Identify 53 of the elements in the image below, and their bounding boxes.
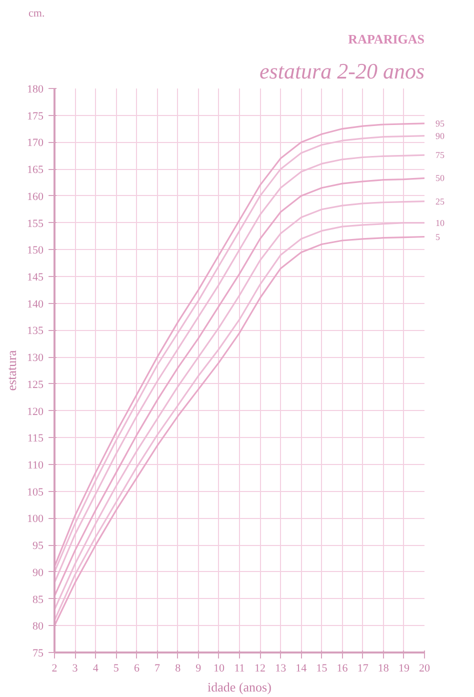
text: cm. [28,8,45,20]
x-tick-label: 15 [316,662,328,674]
y-tick-label: 125 [27,378,44,391]
x-tick-label: 17 [357,662,369,674]
x-tick-label: 13 [275,662,287,674]
y-tick-label: 90 [32,566,44,579]
x-tick-label: 5 [113,662,120,674]
chart-subtitle: RAPARIGAS [348,32,425,46]
x-tick-label: 14 [296,662,308,674]
y-tick-label: 80 [32,620,44,633]
x-tick-label: 18 [378,662,390,674]
y-tick-label: 180 [27,84,44,96]
y-tick-label: 100 [27,513,44,526]
y-tick-label: 160 [27,190,44,203]
series-label: 25 [436,196,445,206]
y-tick-label: 85 [32,594,44,606]
y-tick-label: 95 [32,540,44,552]
x-tick-label: 12 [254,662,266,674]
y-tick-label: 115 [27,432,44,445]
y-tick-label: 130 [27,352,44,364]
x-tick-label: 8 [175,662,182,674]
y-tick-label: 145 [27,272,44,284]
x-tick-label: 16 [336,662,348,674]
series-label: 90 [436,130,445,141]
y-tick-label: 155 [27,218,44,230]
series-label: 10 [436,218,445,228]
x-tick-label: 11 [234,662,245,674]
series-label: 75 [436,150,445,160]
x-tick-label: 3 [72,662,78,674]
x-tick-label: 10 [213,662,225,674]
y-tick-label: 135 [27,325,44,338]
x-tick-label: 19 [398,662,410,674]
x-tick-label: 20 [419,662,430,674]
y-tick-label: 105 [27,486,44,498]
y-tick-label: 120 [27,406,44,418]
y-tick-label: 170 [27,137,44,150]
series-label: 5 [436,232,440,242]
y-tick-label: 150 [27,244,44,257]
y-tick-label: 140 [27,298,44,310]
x-axis-title: idade (anos) [208,680,272,694]
x-tick-label: 4 [92,662,99,674]
series-label: 95 [436,118,445,128]
y-axis-title: estatura [4,350,19,391]
y-tick-label: 175 [27,110,44,122]
x-tick-label: 2 [52,662,58,674]
y-tick-label: 75 [32,648,44,660]
x-tick-label: 7 [154,662,161,674]
series-label: 50 [436,173,445,184]
x-tick-label: 6 [134,662,140,674]
y-tick-label: 165 [27,164,44,176]
chart-title: estatura 2-20 anos [260,58,424,84]
y-tick-label: 110 [27,460,44,472]
x-tick-label: 9 [196,662,202,674]
